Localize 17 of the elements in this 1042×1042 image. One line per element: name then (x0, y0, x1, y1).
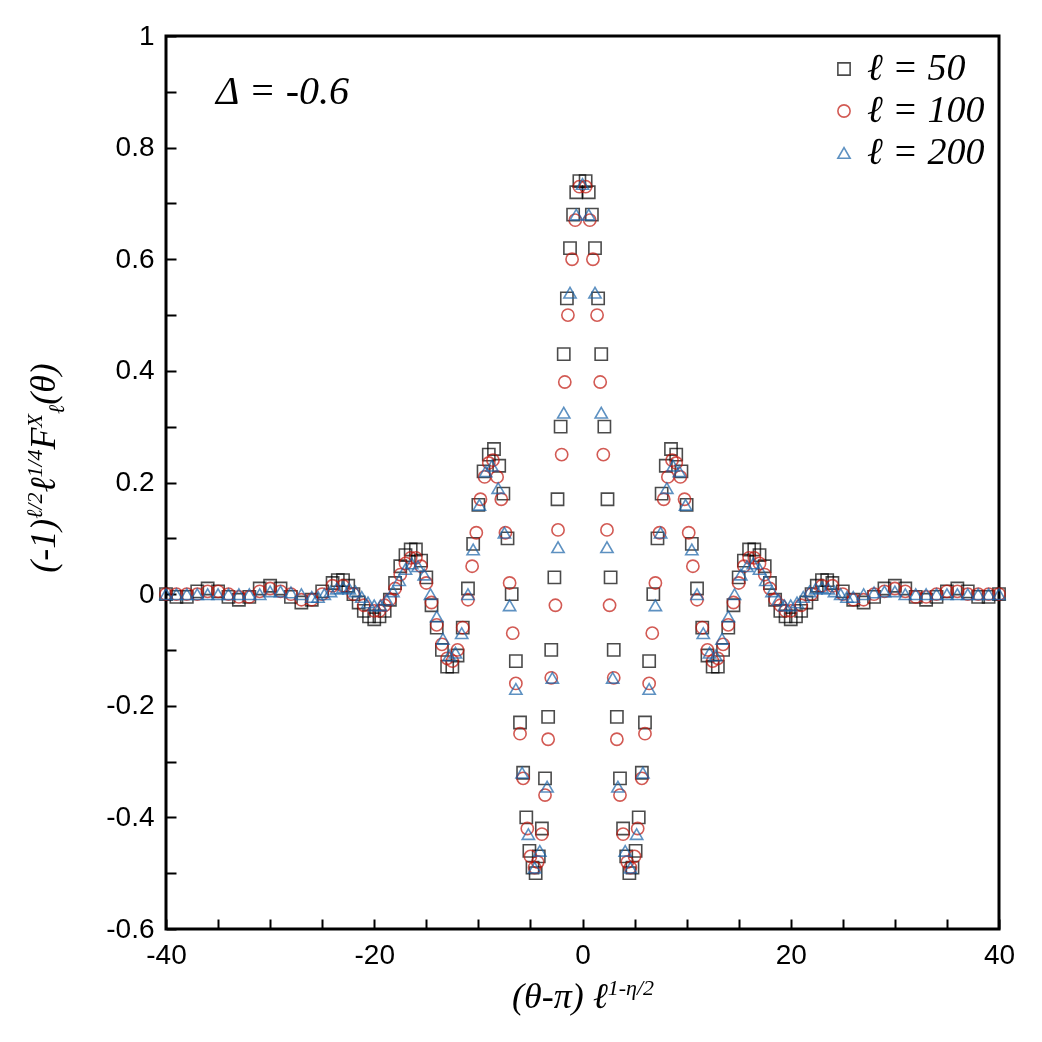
x-tick-label: 40 (983, 938, 1016, 970)
y-tick-label: 0.4 (115, 354, 155, 386)
annotation: Δ = -0.6 (214, 68, 350, 113)
legend-label: ℓ = 200 (867, 130, 985, 172)
y-tick-label: 0.8 (115, 131, 155, 163)
x-axis-title: (θ-π) ℓ$^{1-η/2}$ (511, 975, 655, 1017)
y-tick-label: 0 (138, 577, 155, 609)
y-tick-label: 0.2 (115, 466, 155, 497)
y-tick-label: 1 (138, 19, 155, 51)
x-tick-label: 0 (575, 938, 591, 970)
legend-label: ℓ = 50 (867, 46, 966, 88)
y-tick-label: -0.2 (106, 689, 155, 721)
x-tick-label: 20 (775, 938, 807, 970)
y-tick-label: 0.6 (115, 242, 155, 274)
y-tick-label: -0.4 (106, 800, 155, 832)
legend-label: ℓ = 100 (867, 88, 985, 130)
x-tick-label: -20 (354, 938, 395, 970)
